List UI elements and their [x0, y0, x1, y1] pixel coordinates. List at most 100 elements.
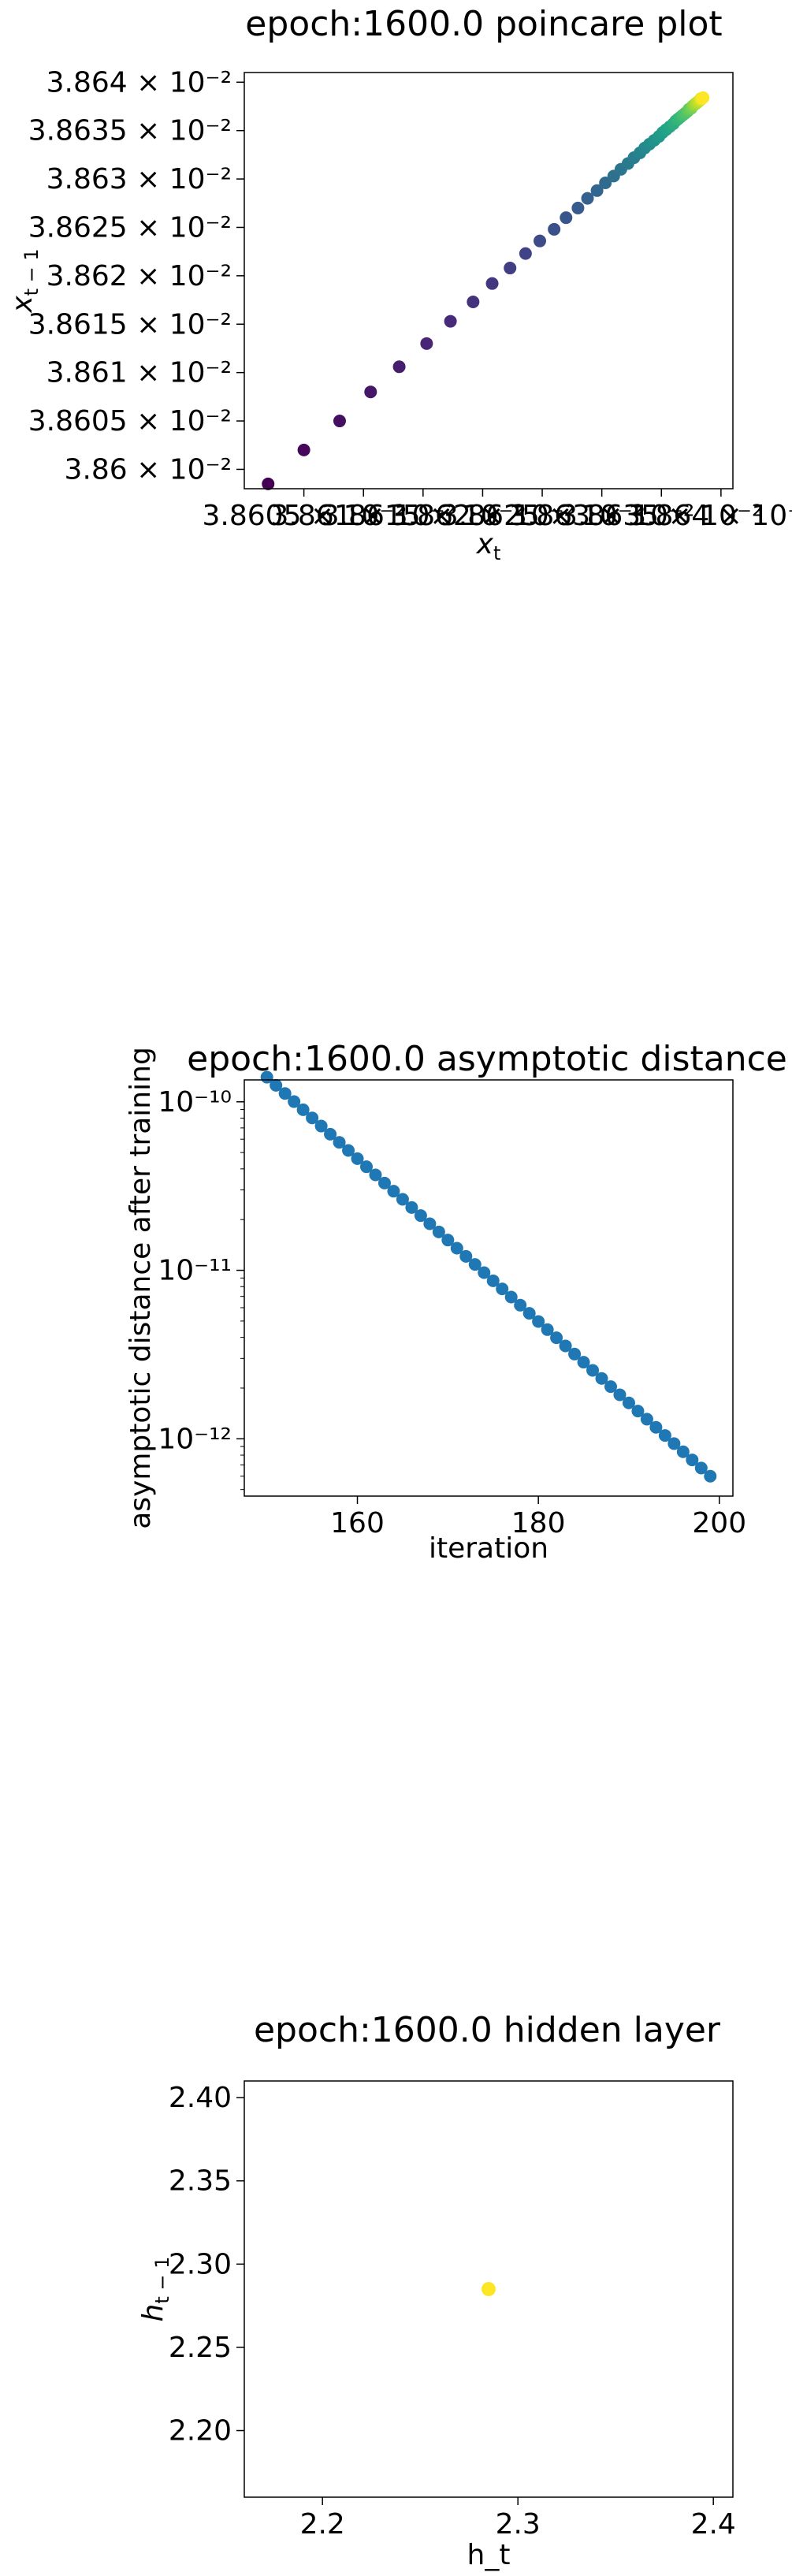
asymptotic-point — [658, 1429, 671, 1442]
asymptotic-point — [704, 1469, 717, 1483]
hidden-layer-title: epoch:1600.0 hidden layer — [254, 2010, 721, 2050]
asymptotic-distance-chart: epoch:1600.0 asymptotic distance 10⁻¹²10… — [125, 1039, 787, 1565]
poincare-x-label: xt — [476, 528, 501, 564]
hidden-layer-x-label: h_t — [467, 2539, 511, 2571]
poincare-point — [581, 192, 594, 205]
asymptotic-point — [486, 1274, 500, 1287]
poincare-point — [297, 443, 310, 456]
asymptotic-point — [496, 1282, 509, 1296]
asymptotic-y-label: asymptotic distance after training — [125, 1047, 157, 1529]
hidden-layer-y-label: ht − 1 — [137, 2257, 173, 2322]
asymptotic-point — [613, 1388, 627, 1402]
asymptotic-point — [450, 1241, 463, 1255]
poincare-title: epoch:1600.0 poincare plot — [245, 4, 722, 44]
asymptotic-point — [288, 1095, 301, 1108]
hidden-layer-point — [482, 2282, 496, 2296]
asymptotic-point — [559, 1339, 572, 1353]
hidden-layer-x-ticks: 2.2 2.3 2.4 — [300, 2497, 736, 2541]
asymptotic-point — [414, 1209, 427, 1223]
poincare-x-tick-label: 3.864 × 10⁻² — [628, 500, 792, 532]
asymptotic-x-tick-label: 200 — [692, 1507, 746, 1539]
poincare-y-tick-label: 3.86 × 10⁻² — [65, 453, 232, 486]
poincare-point — [420, 337, 433, 350]
poincare-point — [534, 234, 547, 248]
asymptotic-points — [260, 1070, 717, 1483]
poincare-point — [364, 385, 377, 399]
asymptotic-point — [667, 1437, 681, 1450]
asymptotic-point — [405, 1201, 418, 1214]
poincare-y-tick-label: 3.862 × 10⁻² — [46, 260, 232, 292]
asymptotic-y-ticks: 10⁻¹² 10⁻¹¹ 10⁻¹⁰ — [158, 1086, 244, 1491]
poincare-point — [560, 211, 573, 225]
poincare-y-tick-label: 3.863 × 10⁻² — [46, 163, 232, 195]
poincare-point — [697, 91, 710, 104]
poincare-point — [519, 247, 532, 260]
asymptotic-point — [478, 1266, 491, 1279]
poincare-point — [590, 184, 604, 197]
asymptotic-point — [459, 1249, 473, 1263]
poincare-x-tick-label: 3.862 × 10⁻² — [390, 500, 575, 532]
asymptotic-point — [694, 1461, 708, 1475]
poincare-x-tick-label: 3.863 × 10⁻² — [509, 500, 694, 532]
poincare-y-ticks: 3.86 × 10⁻² 3.8605 × 10⁻² 3.861 × 10⁻² 3.86… — [28, 66, 244, 486]
asymptotic-point — [441, 1234, 455, 1247]
asymptotic-point — [278, 1087, 292, 1100]
asymptotic-point — [649, 1420, 663, 1434]
asymptotic-point — [306, 1111, 319, 1125]
poincare-point — [333, 415, 346, 428]
asymptotic-point — [577, 1356, 590, 1369]
asymptotic-point — [604, 1380, 617, 1394]
asymptotic-plot-area — [244, 1079, 734, 1497]
asymptotic-point — [522, 1307, 536, 1320]
poincare-point — [392, 360, 406, 374]
poincare-point — [467, 296, 480, 309]
asymptotic-point — [595, 1372, 608, 1385]
hidden-layer-x-tick-label: 2.4 — [691, 2508, 736, 2541]
asymptotic-point — [342, 1144, 355, 1157]
asymptotic-point — [514, 1298, 527, 1312]
asymptotic-point — [631, 1405, 645, 1418]
asymptotic-point — [369, 1168, 382, 1182]
poincare-x-tick-label: 3.861 × 10⁻² — [271, 500, 456, 532]
poincare-x-tick-label: 3.8615 × 10⁻² — [322, 500, 525, 532]
poincare-y-tick-label: 3.8625 × 10⁻² — [28, 211, 232, 244]
asymptotic-point — [568, 1347, 582, 1361]
hidden-layer-y-tick-label: 2.30 — [169, 2248, 232, 2280]
asymptotic-y-tick-label: 10⁻¹² — [158, 1423, 232, 1455]
asymptotic-point — [423, 1217, 437, 1230]
asymptotic-point — [640, 1413, 653, 1426]
asymptotic-point — [586, 1364, 600, 1377]
poincare-point — [444, 315, 457, 328]
asymptotic-x-tick-label: 180 — [511, 1507, 566, 1539]
asymptotic-point — [387, 1185, 400, 1198]
poincare-point — [504, 262, 517, 275]
asymptotic-point — [351, 1152, 364, 1165]
asymptotic-point — [468, 1258, 482, 1271]
asymptotic-point — [504, 1290, 518, 1304]
hidden-layer-x-tick-label: 2.3 — [496, 2508, 541, 2541]
poincare-point — [485, 277, 499, 290]
poincare-x-ticks: 3.8605 × 10⁻²3.861 × 10⁻²3.8615 × 10⁻²3.… — [202, 489, 792, 532]
asymptotic-point — [676, 1445, 690, 1458]
poincare-plot-area — [244, 72, 734, 490]
poincare-point — [548, 222, 561, 236]
asymptotic-point — [686, 1454, 699, 1467]
poincare-point — [571, 201, 585, 214]
asymptotic-point — [550, 1331, 563, 1345]
asymptotic-point — [432, 1225, 445, 1238]
asymptotic-x-label: iteration — [429, 1532, 548, 1565]
poincare-y-label: xt − 1 — [6, 248, 43, 313]
poincare-x-tick-label: 3.8605 × 10⁻² — [202, 500, 405, 532]
poincare-y-tick-label: 3.864 × 10⁻² — [46, 66, 232, 99]
asymptotic-point — [314, 1119, 328, 1133]
asymptotic-point — [377, 1176, 391, 1189]
asymptotic-point — [396, 1193, 409, 1206]
poincare-y-tick-label: 3.8605 × 10⁻² — [28, 405, 232, 437]
hidden-layer-points — [482, 2282, 496, 2296]
asymptotic-y-tick-label: 10⁻¹¹ — [158, 1255, 232, 1287]
hidden-layer-y-tick-label: 2.20 — [169, 2415, 232, 2448]
hidden-layer-x-tick-label: 2.2 — [300, 2508, 345, 2541]
asymptotic-point — [622, 1396, 635, 1409]
asymptotic-x-ticks: 160 180 200 — [330, 1496, 746, 1539]
asymptotic-y-tick-label: 10⁻¹⁰ — [158, 1086, 232, 1119]
